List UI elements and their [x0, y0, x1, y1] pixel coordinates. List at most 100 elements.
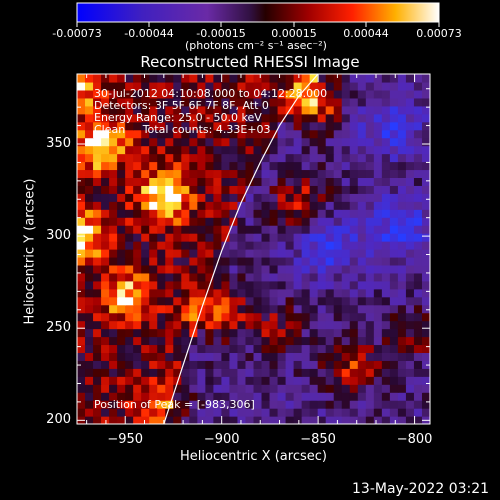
- heatmap-cell: [157, 81, 166, 91]
- heatmap-cell: [173, 209, 182, 218]
- heatmap-cell: [237, 177, 247, 186]
- heatmap-cell: [197, 344, 206, 353]
- chart-title: Reconstructed RHESSI Image: [140, 53, 360, 71]
- heatmap-cell: [189, 97, 198, 107]
- heatmap-cell: [365, 105, 375, 115]
- heatmap-cell: [165, 384, 174, 393]
- heatmap-cell: [125, 193, 134, 202]
- heatmap-cell: [301, 312, 311, 322]
- colorbar-unit-label: (photons cm⁻² s⁻¹ asec⁻²): [185, 39, 327, 52]
- heatmap-cell: [205, 288, 214, 298]
- colorbar-ticks: [76, 22, 440, 27]
- heatmap-cell: [157, 416, 166, 424]
- heatmap-cell: [77, 177, 86, 186]
- heatmap-cell: [413, 328, 423, 338]
- heatmap-cell: [181, 121, 190, 131]
- heatmap-cell: [117, 121, 126, 131]
- heatmap-cell: [373, 272, 383, 282]
- heatmap-cell: [149, 272, 158, 282]
- heatmap-cell: [117, 233, 126, 242]
- heatmap-cell: [197, 368, 206, 377]
- heatmap-cell: [141, 145, 150, 155]
- heatmap-cell: [189, 368, 198, 377]
- heatmap-cell: [205, 97, 214, 107]
- heatmap-cell: [357, 217, 367, 226]
- heatmap-cell: [333, 225, 343, 234]
- heatmap-cell: [277, 241, 287, 250]
- heatmap-cell: [85, 169, 94, 178]
- heatmap-cell: [261, 272, 271, 282]
- y-tick-label: 300: [46, 228, 71, 244]
- heatmap-cell: [285, 320, 295, 330]
- heatmap-cell: [421, 209, 430, 218]
- heatmap-cell: [285, 249, 295, 258]
- heatmap-cell: [165, 352, 174, 361]
- heatmap-cell: [285, 177, 295, 186]
- heatmap-cell: [189, 360, 198, 369]
- heatmap-cell: [397, 296, 407, 306]
- heatmap-cell: [389, 296, 399, 306]
- heatmap-cell: [181, 217, 190, 226]
- heatmap-cell: [365, 217, 375, 226]
- heatmap-cell: [85, 233, 94, 242]
- heatmap-cell: [285, 360, 295, 369]
- heatmap-cell: [133, 241, 142, 250]
- heatmap-cell: [237, 121, 247, 131]
- heatmap-cell: [269, 169, 279, 178]
- heatmap-cell: [325, 169, 335, 178]
- heatmap-cell: [341, 201, 351, 210]
- heatmap-cell: [397, 217, 407, 226]
- heatmap-cell: [197, 416, 206, 424]
- heatmap-cell: [333, 304, 343, 314]
- heatmap-cell: [157, 304, 166, 314]
- heatmap-cell: [357, 320, 367, 330]
- heatmap-cell: [277, 344, 287, 353]
- heatmap-cell: [333, 177, 343, 186]
- heatmap-cell: [101, 217, 110, 226]
- heatmap-cell: [149, 161, 158, 171]
- heatmap-cell: [205, 336, 214, 346]
- heatmap-cell: [301, 249, 311, 258]
- heatmap-cell: [141, 304, 150, 314]
- heatmap-cell: [349, 74, 359, 83]
- heatmap-cell: [245, 217, 255, 226]
- heatmap-cell: [317, 185, 327, 194]
- heatmap-cell: [365, 169, 375, 178]
- heatmap-cell: [365, 376, 375, 385]
- heatmap-cell: [93, 392, 102, 401]
- annotation-line-4: Clean Total counts: 4.33E+03: [94, 123, 271, 136]
- heatmap-cell: [189, 113, 198, 123]
- heatmap-cell: [389, 280, 399, 290]
- heatmap-cell: [181, 105, 190, 115]
- heatmap-cell: [253, 352, 263, 361]
- heatmap-cell: [173, 129, 182, 139]
- heatmap-cell: [341, 145, 351, 155]
- heatmap-cell: [141, 400, 150, 409]
- heatmap-cell: [357, 264, 367, 274]
- heatmap-cell: [365, 74, 375, 83]
- heatmap-cell: [341, 121, 351, 131]
- heatmap-cell: [397, 201, 407, 210]
- heatmap-cell: [309, 137, 319, 147]
- heatmap-cell: [117, 97, 126, 107]
- heatmap-cell: [293, 97, 303, 107]
- heatmap-cell: [93, 304, 102, 314]
- heatmap-cell: [301, 225, 311, 234]
- heatmap-cell: [157, 74, 166, 83]
- heatmap-cell: [189, 105, 198, 115]
- heatmap-cell: [277, 89, 287, 99]
- heatmap-cell: [221, 400, 231, 409]
- heatmap-cell: [325, 328, 335, 338]
- heatmap-cell: [365, 97, 375, 107]
- heatmap-cell: [413, 400, 423, 409]
- heatmap-cell: [157, 121, 166, 131]
- heatmap-cell: [125, 169, 134, 178]
- heatmap-cell: [389, 161, 399, 171]
- heatmap-cell: [293, 137, 303, 147]
- heatmap-cell: [261, 416, 271, 424]
- heatmap-cell: [245, 272, 255, 282]
- heatmap-cell: [293, 312, 303, 322]
- heatmap-cell: [141, 233, 150, 242]
- heatmap-cell: [165, 89, 174, 99]
- heatmap-cell: [149, 376, 158, 385]
